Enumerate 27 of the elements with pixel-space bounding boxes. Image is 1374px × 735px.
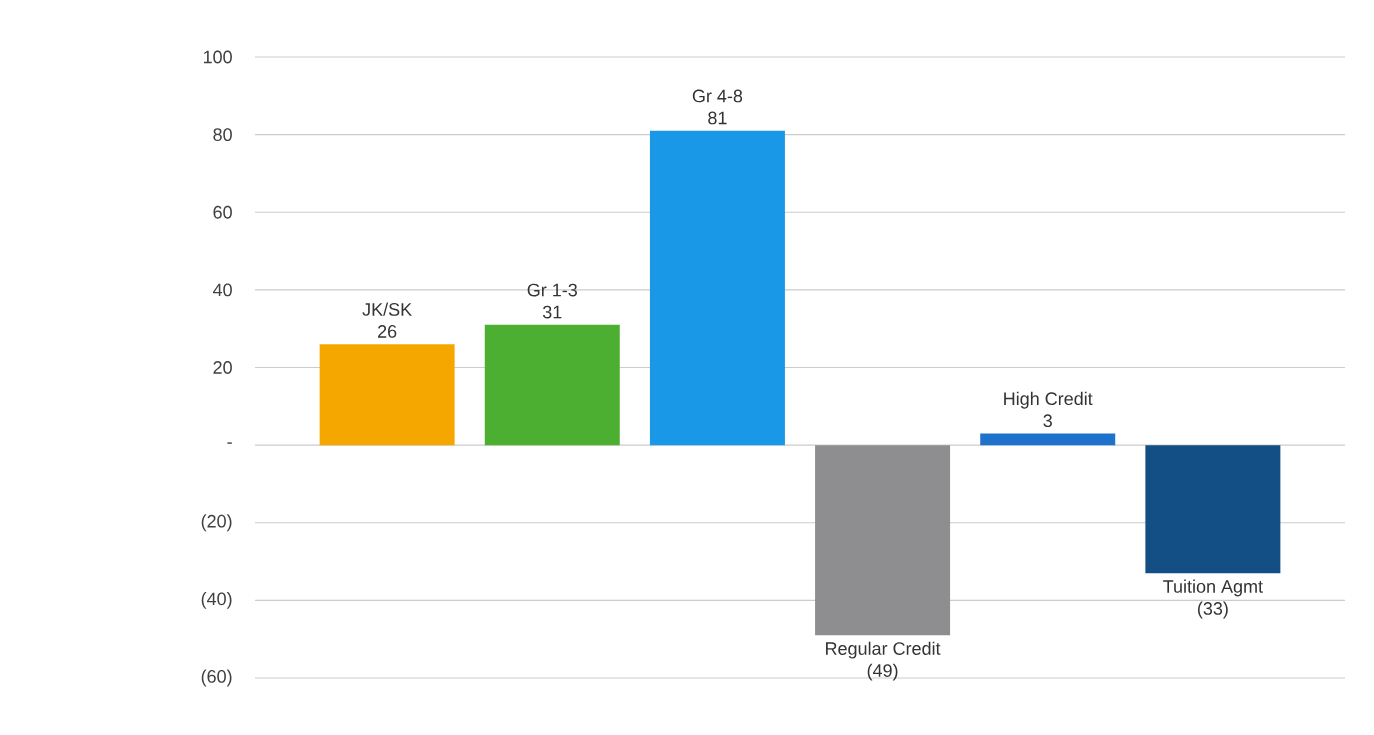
annotation: Gr 1-3 — [527, 283, 577, 297]
bar — [319, 344, 455, 446]
annotation: High Credit — [1004, 391, 1093, 409]
y-tick-label: - — [227, 442, 232, 444]
y-tick-label: 20 — [213, 361, 232, 374]
y-tick-label: 80 — [213, 128, 232, 142]
annotation: JK/SK — [362, 302, 412, 316]
data-label: 81 — [708, 111, 727, 125]
y-tick-label: 60 — [213, 205, 232, 219]
y-tick-label: (20) — [201, 514, 232, 532]
data-label: (33) — [1198, 601, 1228, 619]
y-tick-label: (60) — [201, 669, 232, 687]
data-label: (49) — [867, 663, 898, 681]
bar — [980, 433, 1116, 446]
y-tick-label: 40 — [213, 283, 232, 297]
bar — [649, 130, 785, 446]
data-label: 3 — [1043, 414, 1052, 428]
data-label: 31 — [542, 305, 562, 319]
bar — [815, 445, 951, 636]
annotation: Gr 4-8 — [692, 89, 743, 103]
y-tick-label: (40) — [201, 591, 232, 609]
bar — [484, 324, 620, 446]
bar — [1145, 445, 1281, 574]
y-tick-label: 100 — [203, 50, 232, 64]
data-label: 26 — [378, 325, 397, 338]
annotation: Tuition Agmt — [1163, 579, 1263, 597]
annotation: Regular Credit — [826, 641, 941, 659]
